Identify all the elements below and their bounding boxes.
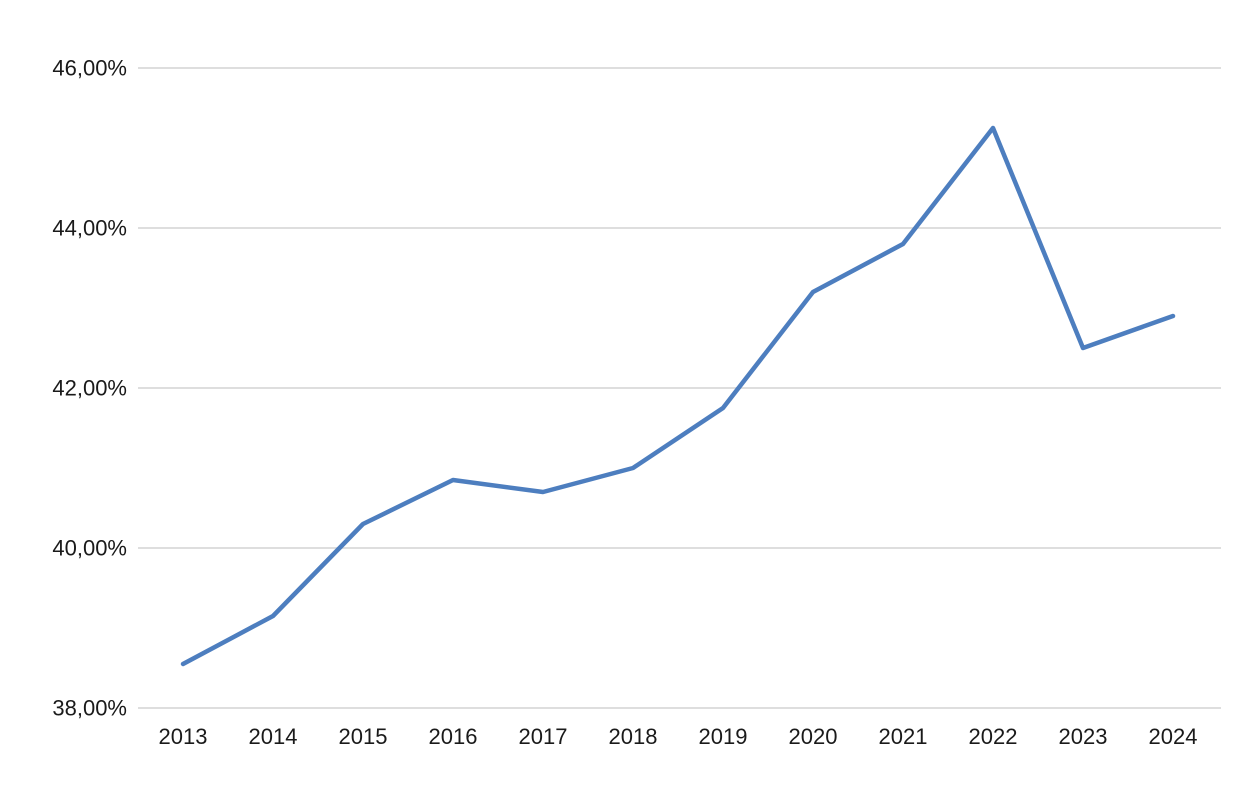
x-tick-label: 2021 bbox=[879, 724, 928, 749]
x-tick-label: 2024 bbox=[1149, 724, 1198, 749]
x-tick-label: 2015 bbox=[339, 724, 388, 749]
x-tick-label: 2017 bbox=[519, 724, 568, 749]
x-tick-label: 2019 bbox=[699, 724, 748, 749]
y-tick-label: 40,00% bbox=[52, 536, 127, 561]
y-tick-label: 42,00% bbox=[52, 376, 127, 401]
y-tick-label: 44,00% bbox=[52, 216, 127, 241]
x-tick-label: 2013 bbox=[159, 724, 208, 749]
x-tick-label: 2020 bbox=[789, 724, 838, 749]
x-tick-label: 2018 bbox=[609, 724, 658, 749]
y-tick-label: 46,00% bbox=[52, 56, 127, 81]
data-line bbox=[180, 125, 1176, 667]
x-tick-label: 2016 bbox=[429, 724, 478, 749]
x-tick-label: 2014 bbox=[249, 724, 298, 749]
y-tick-label: 38,00% bbox=[52, 696, 127, 721]
x-tick-label: 2023 bbox=[1059, 724, 1108, 749]
x-tick-label: 2022 bbox=[969, 724, 1018, 749]
